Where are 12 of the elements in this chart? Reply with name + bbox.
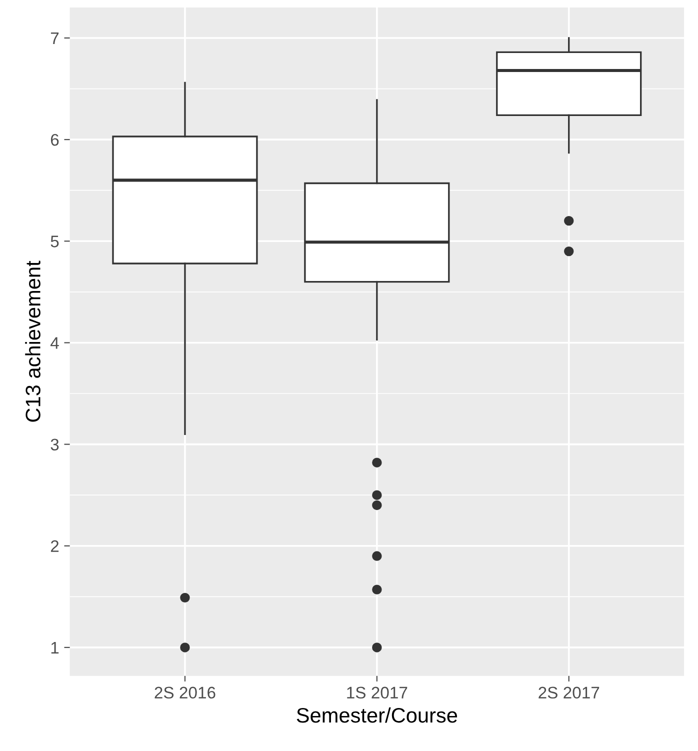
- x-axis-title: Semester/Course: [296, 707, 458, 723]
- y-tick-label: 3: [50, 438, 59, 451]
- y-tick-label: 5: [50, 236, 59, 248]
- y-tick-label: 2: [50, 540, 59, 552]
- y-axis-title: C13 achievement: [25, 260, 40, 422]
- y-tick-label: 1: [51, 642, 59, 654]
- y-tick-label: 7: [50, 32, 59, 44]
- y-tick-label: 6: [50, 134, 59, 146]
- x-tick-label: 2S 2017: [538, 686, 600, 699]
- y-tick-label: 4: [50, 337, 59, 349]
- x-tick-label: 1S 2017: [347, 686, 408, 699]
- x-tick-label: 2S 2016: [154, 686, 216, 699]
